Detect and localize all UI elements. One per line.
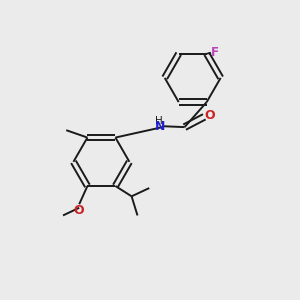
Text: H: H [155,116,163,126]
Text: F: F [211,46,219,59]
Text: O: O [204,109,214,122]
Text: O: O [74,204,84,217]
Text: N: N [155,120,165,133]
